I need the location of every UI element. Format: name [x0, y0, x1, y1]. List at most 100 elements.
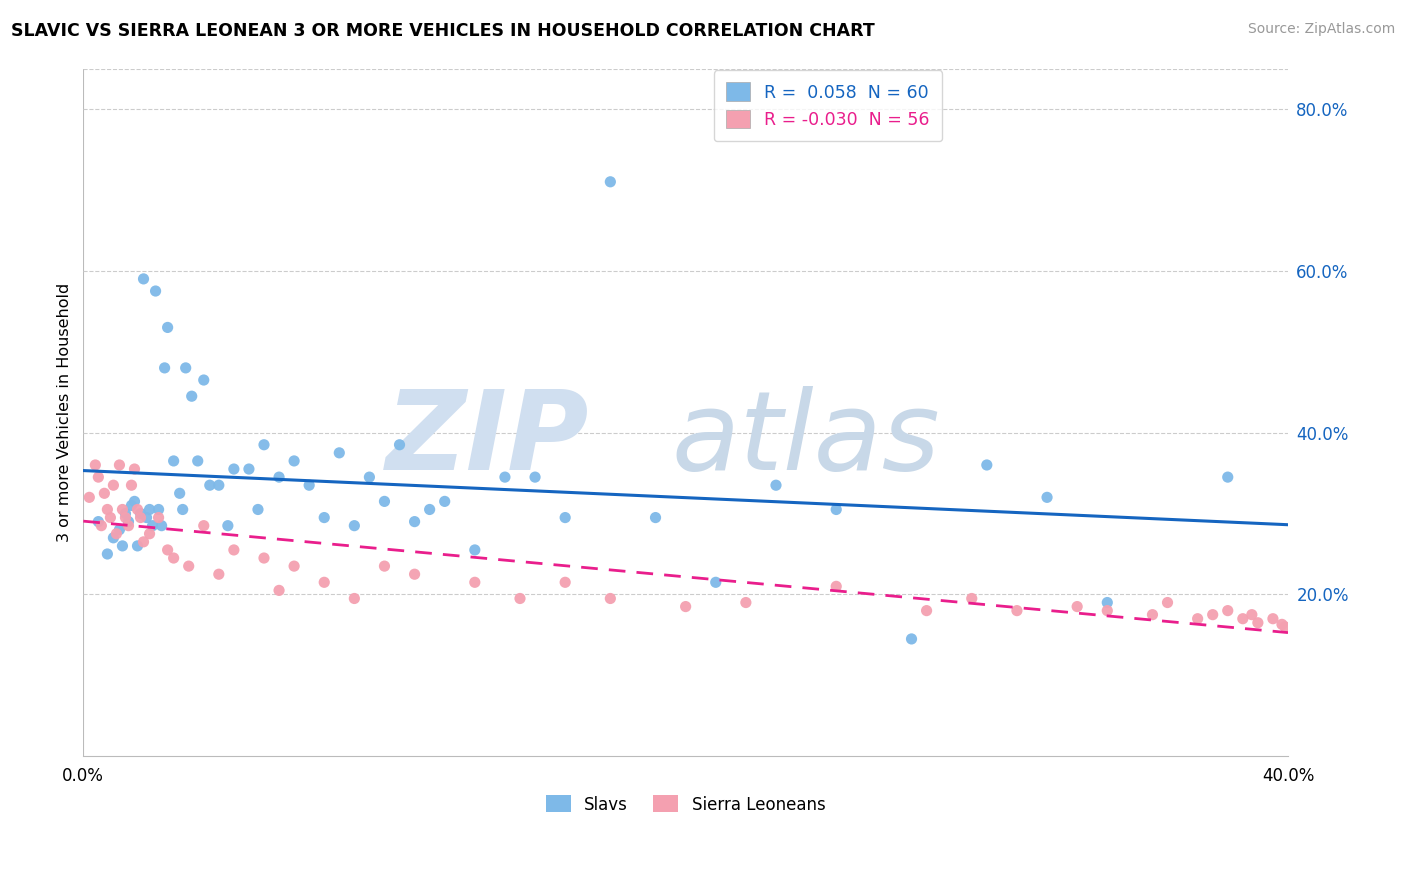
Point	[599, 175, 621, 189]
Point	[187, 454, 209, 468]
Point	[1271, 617, 1294, 632]
Text: Source: ZipAtlas.com: Source: ZipAtlas.com	[1247, 22, 1395, 37]
Point	[163, 454, 186, 468]
Point	[524, 470, 547, 484]
Point	[644, 510, 666, 524]
Point	[114, 510, 136, 524]
Point	[704, 575, 727, 590]
Point	[138, 502, 160, 516]
Point	[343, 591, 366, 606]
Point	[359, 470, 381, 484]
Point	[328, 446, 350, 460]
Point	[145, 284, 167, 298]
Text: atlas: atlas	[672, 386, 941, 493]
Point	[129, 507, 152, 521]
Point	[93, 486, 115, 500]
Y-axis label: 3 or more Vehicles in Household: 3 or more Vehicles in Household	[58, 283, 72, 542]
Point	[124, 494, 146, 508]
Point	[433, 494, 456, 508]
Point	[388, 438, 411, 452]
Point	[135, 510, 157, 524]
Point	[404, 515, 426, 529]
Point	[153, 360, 176, 375]
Point	[142, 518, 165, 533]
Legend: Slavs, Sierra Leoneans: Slavs, Sierra Leoneans	[536, 786, 835, 823]
Point	[193, 518, 215, 533]
Point	[976, 458, 998, 472]
Point	[84, 458, 107, 472]
Point	[103, 478, 125, 492]
Point	[464, 575, 486, 590]
Point	[246, 502, 269, 516]
Point	[114, 507, 136, 521]
Point	[253, 438, 276, 452]
Point	[765, 478, 787, 492]
Point	[554, 510, 576, 524]
Point	[267, 583, 290, 598]
Point	[915, 604, 938, 618]
Point	[117, 515, 139, 529]
Point	[156, 320, 179, 334]
Point	[554, 575, 576, 590]
Point	[138, 526, 160, 541]
Point	[208, 478, 231, 492]
Point	[1274, 620, 1296, 634]
Point	[177, 559, 200, 574]
Point	[1036, 491, 1059, 505]
Point	[1216, 470, 1239, 484]
Point	[108, 458, 131, 472]
Point	[494, 470, 516, 484]
Point	[419, 502, 441, 516]
Point	[825, 579, 848, 593]
Point	[90, 518, 112, 533]
Point	[174, 360, 197, 375]
Point	[163, 551, 186, 566]
Point	[129, 510, 152, 524]
Point	[298, 478, 321, 492]
Point	[675, 599, 697, 614]
Point	[900, 632, 922, 646]
Point	[156, 543, 179, 558]
Point	[172, 502, 194, 516]
Point	[148, 510, 170, 524]
Point	[193, 373, 215, 387]
Point	[283, 454, 305, 468]
Point	[238, 462, 260, 476]
Point	[1156, 595, 1178, 609]
Point	[1187, 612, 1209, 626]
Point	[599, 591, 621, 606]
Point	[253, 551, 276, 566]
Point	[825, 502, 848, 516]
Point	[1202, 607, 1225, 622]
Point	[96, 502, 118, 516]
Point	[87, 515, 110, 529]
Point	[314, 510, 336, 524]
Point	[734, 595, 756, 609]
Point	[1097, 604, 1119, 618]
Point	[404, 567, 426, 582]
Point	[373, 494, 395, 508]
Point	[180, 389, 202, 403]
Point	[198, 478, 221, 492]
Text: ZIP: ZIP	[385, 386, 589, 493]
Point	[208, 567, 231, 582]
Point	[314, 575, 336, 590]
Point	[1066, 599, 1088, 614]
Point	[111, 539, 134, 553]
Point	[127, 502, 149, 516]
Point	[960, 591, 983, 606]
Point	[96, 547, 118, 561]
Point	[150, 518, 173, 533]
Point	[1216, 604, 1239, 618]
Point	[148, 502, 170, 516]
Point	[111, 502, 134, 516]
Text: SLAVIC VS SIERRA LEONEAN 3 OR MORE VEHICLES IN HOUSEHOLD CORRELATION CHART: SLAVIC VS SIERRA LEONEAN 3 OR MORE VEHIC…	[11, 22, 875, 40]
Point	[509, 591, 531, 606]
Point	[222, 462, 245, 476]
Point	[121, 499, 143, 513]
Point	[222, 543, 245, 558]
Point	[105, 526, 128, 541]
Point	[132, 272, 155, 286]
Point	[79, 491, 101, 505]
Point	[1232, 612, 1254, 626]
